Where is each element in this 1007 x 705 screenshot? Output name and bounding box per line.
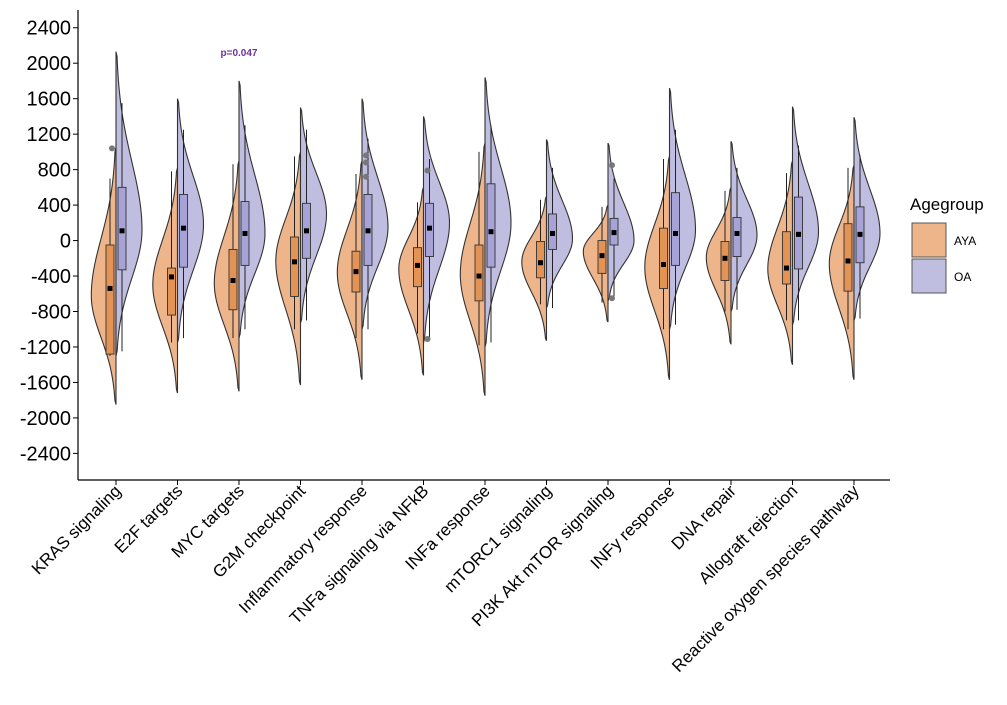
box-aya-9: [659, 227, 668, 289]
median-aya-3: [292, 259, 297, 265]
outlier-oa-4-1: [363, 159, 369, 166]
y-tick-label-0: 2400: [27, 18, 72, 40]
p-value-annotation-0: p=0.047: [221, 48, 258, 59]
median-aya-4: [353, 269, 359, 275]
violin-layer: [90, 51, 881, 405]
median-aya-6: [476, 273, 482, 279]
box-aya-12: [843, 223, 853, 292]
median-aya-12: [845, 258, 851, 264]
median-oa-2: [242, 230, 248, 236]
axes-layer: 2400 2000 1600 1200 800 400 0 -400 -800 -1200 -160…: [20, 10, 890, 676]
outlier-oa-8-1: [609, 295, 615, 302]
y-tick-label-10: -1600: [20, 372, 71, 394]
median-oa-0: [119, 228, 125, 234]
legend-label-oa: OA: [954, 270, 971, 284]
median-oa-4: [365, 228, 371, 234]
box-aya-3: [290, 236, 299, 297]
median-aya-2: [230, 277, 236, 283]
median-oa-6: [488, 229, 494, 235]
median-aya-0: [107, 285, 113, 291]
outlier-oa-5-1: [424, 336, 431, 342]
box-aya-11: [782, 231, 791, 285]
median-oa-8: [611, 230, 617, 236]
y-tick-label-12: -2400: [20, 443, 71, 465]
median-aya-1: [169, 274, 174, 280]
x-tick-label-7: mTORC1 signaling: [441, 481, 556, 596]
y-tick-label-5: 400: [38, 195, 71, 217]
y-tick-label-8: -800: [31, 302, 71, 324]
median-oa-9: [673, 230, 678, 236]
y-tick-label-7: -400: [31, 266, 71, 288]
outlier-oa-8-0: [609, 162, 615, 169]
outlier-aya-0-0: [109, 145, 115, 152]
box-oa-1: [179, 194, 188, 268]
y-tick-label-11: -2000: [20, 408, 71, 430]
outlier-oa-5-0: [424, 167, 431, 174]
median-aya-5: [415, 262, 420, 268]
box-oa-10: [732, 217, 742, 257]
median-oa-7: [550, 230, 555, 236]
box-aya-6: [474, 244, 484, 302]
median-oa-3: [304, 228, 309, 234]
outlier-oa-4-0: [363, 152, 369, 159]
median-oa-12: [857, 231, 863, 237]
y-tick-label-2: 1600: [27, 89, 72, 111]
y-tick-label-4: 800: [38, 160, 71, 182]
x-tick-label-0: KRAS signaling: [28, 481, 125, 578]
box-oa-6: [486, 183, 496, 268]
box-oa-9: [671, 192, 680, 266]
median-oa-10: [734, 230, 740, 236]
annotation-layer: p=0.047: [221, 48, 258, 59]
y-tick-label-1: 2000: [27, 53, 72, 75]
median-oa-1: [181, 225, 186, 231]
y-tick-label-9: -1200: [20, 337, 71, 359]
median-oa-11: [796, 231, 801, 237]
median-aya-7: [538, 260, 543, 266]
box-aya-10: [720, 241, 730, 281]
median-aya-9: [661, 262, 666, 268]
median-aya-10: [722, 255, 728, 261]
median-aya-11: [784, 265, 789, 271]
legend-swatch-oa: [911, 258, 947, 294]
legend-swatch-aya: [911, 222, 947, 258]
legend: Agegroup AYA OA: [910, 195, 984, 294]
legend-title: Agegroup: [910, 195, 984, 214]
median-oa-5: [427, 225, 432, 231]
legend-label-aya: AYA: [954, 234, 976, 248]
y-tick-label-3: 1200: [27, 124, 72, 146]
y-tick-label-6: 0: [60, 231, 71, 253]
box-aya-0: [105, 244, 115, 355]
outlier-oa-4-2: [363, 173, 369, 180]
box-aya-7: [536, 241, 545, 279]
box-aya-1: [167, 267, 176, 316]
median-aya-8: [599, 253, 605, 259]
